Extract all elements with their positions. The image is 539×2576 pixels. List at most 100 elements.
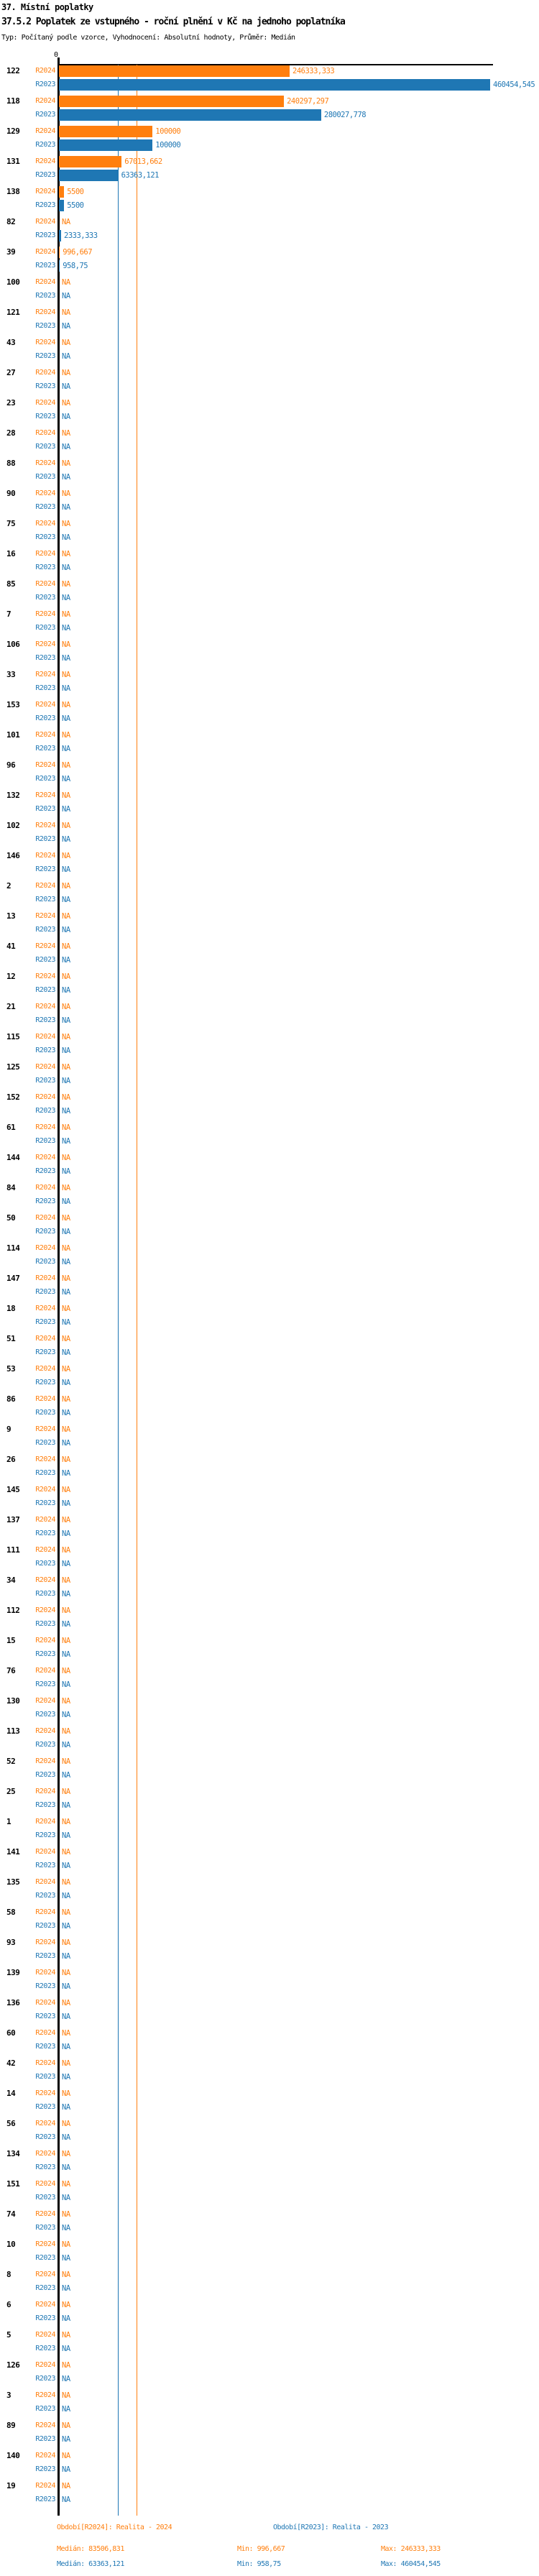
series-label-r2023: R2023 xyxy=(35,1137,55,1145)
series-label-r2023: R2023 xyxy=(35,292,55,300)
series-label-r2024: R2024 xyxy=(35,1606,55,1614)
bar-group: 134 R2024 NA R2023 NA xyxy=(0,2148,539,2174)
series-label-r2023: R2023 xyxy=(35,382,55,390)
bar-group: 129 R2024 100000 R2023 100000 xyxy=(0,126,539,151)
value-label: NA xyxy=(62,1908,70,1917)
stat-median-r2024: Medián: 83506,831 xyxy=(57,2545,124,2553)
value-label: 958,75 xyxy=(63,262,88,270)
row-id: 121 xyxy=(6,308,20,317)
chart-title: 37.5.2 Poplatek ze vstupného - roční pln… xyxy=(1,17,346,27)
value-label: NA xyxy=(62,1033,70,1041)
series-label-r2023: R2023 xyxy=(35,201,55,209)
bar-group: 138 R2024 5500 R2023 5500 xyxy=(0,186,539,211)
row-id: 60 xyxy=(6,2028,16,2038)
bar-group: 121 R2024 NA R2023 NA xyxy=(0,307,539,332)
value-label: NA xyxy=(62,2089,70,2098)
bar-r2023 xyxy=(59,200,65,211)
value-label: NA xyxy=(62,1197,70,1206)
row-id: 145 xyxy=(6,1485,20,1494)
row-id: 58 xyxy=(6,1908,16,1917)
bar-group: 10 R2024 NA R2023 NA xyxy=(0,2239,539,2264)
row-id: 50 xyxy=(6,1213,16,1223)
row-id: 86 xyxy=(6,1394,16,1404)
value-label: NA xyxy=(62,701,70,709)
row-id: 140 xyxy=(6,2451,20,2460)
value-label: 996,667 xyxy=(63,248,93,257)
value-label: NA xyxy=(62,1982,70,1991)
row-id: 132 xyxy=(6,791,20,800)
row-id: 153 xyxy=(6,700,20,709)
value-label: NA xyxy=(62,1107,70,1116)
row-id: 111 xyxy=(6,1545,20,1555)
bar-group: 12 R2024 NA R2023 NA xyxy=(0,971,539,996)
value-label: NA xyxy=(62,1244,70,1253)
series-label-r2023: R2023 xyxy=(35,926,55,934)
series-label-r2023: R2023 xyxy=(35,1650,55,1658)
series-label-r2024: R2024 xyxy=(35,1576,55,1584)
row-id: 43 xyxy=(6,338,16,347)
bar-group: 74 R2024 NA R2023 NA xyxy=(0,2209,539,2234)
value-label: NA xyxy=(62,2043,70,2051)
value-label: NA xyxy=(62,1801,70,1810)
bar-r2024 xyxy=(59,65,290,77)
value-label: NA xyxy=(62,308,70,317)
value-label: NA xyxy=(62,731,70,740)
value-label: NA xyxy=(62,503,70,512)
series-label-r2024: R2024 xyxy=(35,1788,55,1795)
series-label-r2024: R2024 xyxy=(35,2452,55,2460)
bar-r2023 xyxy=(59,230,61,242)
value-label: NA xyxy=(62,594,70,602)
series-label-r2024: R2024 xyxy=(35,610,55,618)
value-label: NA xyxy=(62,2345,70,2353)
row-id: 15 xyxy=(6,1636,16,1645)
row-id: 5 xyxy=(6,2330,11,2340)
series-label-r2024: R2024 xyxy=(35,912,55,920)
series-label-r2024: R2024 xyxy=(35,1878,55,1886)
series-label-r2023: R2023 xyxy=(35,1590,55,1598)
series-label-r2023: R2023 xyxy=(35,1016,55,1024)
bar-group: 28 R2024 NA R2023 NA xyxy=(0,428,539,453)
bar-group: 19 R2024 NA R2023 NA xyxy=(0,2480,539,2506)
series-label-r2024: R2024 xyxy=(35,1516,55,1524)
value-label: NA xyxy=(62,1274,70,1283)
value-label: 67013,662 xyxy=(124,157,162,166)
series-label-r2024: R2024 xyxy=(35,2180,55,2188)
stat-max-r2023: Max: 460454,545 xyxy=(381,2560,441,2568)
value-label: NA xyxy=(62,1892,70,1900)
stat-min-r2023: Min: 958,75 xyxy=(237,2560,281,2568)
value-label: NA xyxy=(62,2073,70,2082)
series-label-r2024: R2024 xyxy=(35,1818,55,1826)
series-label-r2024: R2024 xyxy=(35,2059,55,2067)
row-id: 18 xyxy=(6,1304,16,1313)
series-label-r2024: R2024 xyxy=(35,1546,55,1554)
series-label-r2024: R2024 xyxy=(35,1365,55,1373)
series-label-r2023: R2023 xyxy=(35,1831,55,1839)
value-label: NA xyxy=(62,2496,70,2504)
value-label: NA xyxy=(62,1499,70,1508)
value-label: NA xyxy=(62,1258,70,1266)
value-label: NA xyxy=(62,671,70,679)
series-label-r2024: R2024 xyxy=(35,1274,55,1282)
series-label-r2023: R2023 xyxy=(35,1982,55,1990)
series-label-r2023: R2023 xyxy=(35,624,55,632)
row-id: 82 xyxy=(6,217,16,226)
series-label-r2024: R2024 xyxy=(35,2240,55,2248)
row-id: 52 xyxy=(6,1757,16,1766)
series-label-r2023: R2023 xyxy=(35,80,55,88)
value-label: NA xyxy=(62,1305,70,1313)
value-label: NA xyxy=(62,2103,70,2112)
value-label: NA xyxy=(62,2150,70,2158)
value-label: NA xyxy=(62,1727,70,1736)
value-label: NA xyxy=(62,1077,70,1085)
bar-group: 100 R2024 NA R2023 NA xyxy=(0,277,539,302)
series-label-r2023: R2023 xyxy=(35,2224,55,2232)
value-label: NA xyxy=(62,1757,70,1766)
bar-group: 90 R2024 NA R2023 NA xyxy=(0,488,539,513)
series-label-r2023: R2023 xyxy=(35,2043,55,2051)
value-label: NA xyxy=(62,2180,70,2189)
value-label: NA xyxy=(62,322,70,331)
bar-group: 102 R2024 NA R2023 NA xyxy=(0,820,539,845)
row-id: 3 xyxy=(6,2391,11,2400)
value-label: NA xyxy=(62,805,70,814)
series-label-r2024: R2024 xyxy=(35,1908,55,1916)
